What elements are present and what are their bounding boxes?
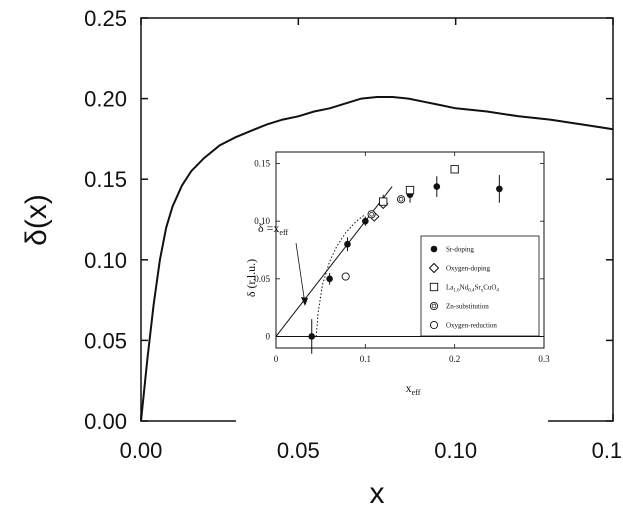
- inset-annotation: δ =xeff: [258, 221, 288, 237]
- inset-point-hatched-circle-inner: [369, 212, 374, 217]
- inset-dotted-curve: [315, 213, 366, 337]
- legend-marker-open-circle: [429, 320, 439, 330]
- legend-label: La1.6Nd0.4SrxCuO4: [446, 284, 499, 294]
- main-chart: 0.000.050.100.150.000.050.100.150.200.25…: [20, 6, 623, 510]
- inset-point-hatched-circle-ring: [397, 195, 406, 204]
- inset-point-filled-circle: [344, 240, 351, 248]
- inset-x-axis-label-subscript: eff: [412, 388, 421, 397]
- legend-marker-open-square: [429, 282, 439, 292]
- inset-point-filled-circle: [326, 275, 333, 283]
- main-curve: [140, 96, 614, 422]
- inset-y-tick-label: 0.10: [254, 216, 270, 226]
- inset-x-tick-label: 0.1: [360, 354, 371, 364]
- main-x-tick-label: 0.00: [120, 438, 163, 463]
- inset-y-tick-label: 0.15: [254, 159, 270, 169]
- inset-point-hatched-circle-inner: [398, 197, 404, 202]
- inset-point-filled-circle: [308, 333, 316, 340]
- legend-marker-open-diamond: [428, 262, 440, 274]
- legend-frame: [420, 235, 540, 337]
- legend-label: Oxygen-doping: [446, 265, 490, 273]
- main-ticks: 0.000.050.100.150.000.050.100.150.200.25: [84, 6, 623, 463]
- inset-legend: Sr-doping Oxygen-doping La1.6Nd0.4SrxCuO4 Z…: [420, 235, 540, 337]
- legend-entries: Sr-doping Oxygen-doping La1.6Nd0.4SrxCuO4 Z…: [428, 245, 499, 330]
- inset-annotation-subscript: eff: [279, 228, 288, 237]
- inset-y-axis-label: δ (r.l.u.): [244, 259, 258, 297]
- inset-x-tick-label: 0.3: [538, 354, 550, 364]
- inset-point-open-square: [405, 185, 415, 195]
- main-y-tick-label: 0.25: [84, 6, 127, 31]
- legend-label: Oxygen-reduction: [446, 322, 497, 330]
- legend-marker-hatched-circle: [429, 301, 439, 311]
- inset-annotation-arrow: [295, 242, 306, 305]
- inset-annotation-arrowhead: [301, 297, 308, 306]
- inset-points: [308, 165, 503, 354]
- main-y-tick-label: 0.10: [84, 248, 127, 273]
- main-x-tick-label: 0.15: [592, 438, 623, 463]
- inset-ticks: 0 0.1 0.2 0.3 0 0.05 0.10 0.15: [254, 152, 550, 364]
- legend-marker-filled-circle: [430, 245, 438, 253]
- inset-point-open-square: [450, 165, 459, 174]
- legend-label: Sr-doping: [446, 246, 474, 254]
- inset-point-filled-circle: [496, 185, 503, 193]
- inset-point-filled-circle: [433, 183, 441, 190]
- main-x-tick-label: 0.05: [277, 438, 320, 463]
- inset-point-hatched-circle: [367, 210, 376, 219]
- inset-plot-frame: [275, 151, 545, 349]
- main-y-axis-label: δ(x): [20, 194, 53, 246]
- main-x-axis-label: x: [370, 477, 385, 510]
- inset-point-hatched-circle-ring: [367, 210, 376, 219]
- inset-x-tick-label: 0.2: [449, 354, 460, 364]
- main-y-tick-label: 0.15: [84, 167, 127, 192]
- main-y-tick-label: 0.20: [84, 87, 127, 112]
- inset-point-open-circle: [341, 272, 350, 281]
- inset-point-hatched-circle: [397, 195, 406, 204]
- legend-marker-hatched-circle-inner: [431, 303, 437, 309]
- inset-point-open-square: [379, 197, 388, 206]
- inset-x-tick-label: 0: [274, 354, 279, 364]
- inset-y-tick-label: 0: [266, 331, 271, 341]
- legend-label: Zn-substitution: [446, 303, 489, 311]
- inset-y-tick-label: 0.05: [254, 274, 270, 284]
- main-y-tick-label: 0.05: [84, 328, 127, 353]
- main-x-tick-label: 0.10: [434, 438, 477, 463]
- main-y-tick-label: 0.00: [84, 409, 127, 434]
- legend-marker-hatched-circle-ring: [429, 301, 439, 311]
- inset-point-filled-circle: [362, 217, 369, 225]
- inset-chart: 0 0.1 0.2 0.3 0 0.05 0.10 0.15 δ =xeff δ (r.l.u…: [236, 147, 550, 435]
